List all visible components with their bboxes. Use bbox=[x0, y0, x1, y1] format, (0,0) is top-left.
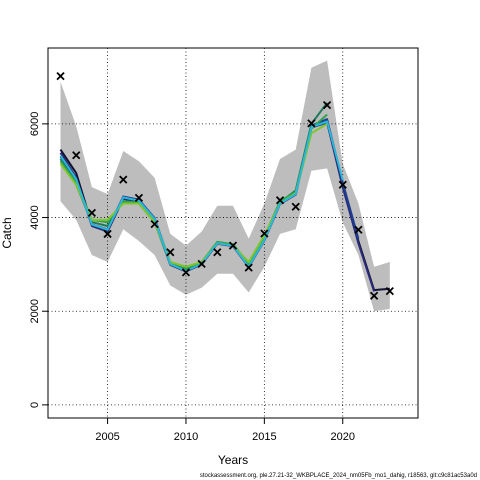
observation-point bbox=[244, 263, 253, 272]
grid-layer bbox=[48, 48, 418, 418]
y-tick-label: 0 bbox=[29, 402, 41, 408]
observation-point bbox=[197, 259, 206, 269]
footer-text: stockassessment.org, ple.27.21-32_WKBPLA… bbox=[200, 473, 477, 479]
observation-point bbox=[119, 175, 128, 184]
observation-point bbox=[338, 180, 347, 189]
y-axis-title: Catch bbox=[0, 217, 14, 248]
x-tick-label: 2005 bbox=[95, 431, 119, 443]
x-tick-label: 2015 bbox=[252, 431, 276, 443]
x-axis: 2005 2010 2015 2020 bbox=[95, 418, 355, 443]
observation-point bbox=[228, 241, 238, 250]
observation-point bbox=[369, 291, 379, 300]
observation-point bbox=[181, 268, 191, 277]
observation-point bbox=[72, 151, 81, 160]
x-tick-label: 2020 bbox=[331, 431, 355, 443]
plot-frame bbox=[47, 47, 419, 419]
y-tick-label: 4000 bbox=[29, 205, 41, 229]
observation-point bbox=[291, 202, 300, 211]
y-tick-label: 6000 bbox=[29, 112, 41, 136]
confidence-band bbox=[60, 60, 390, 312]
observation-point bbox=[103, 229, 112, 239]
y-tick-label: 2000 bbox=[29, 299, 41, 323]
confidence-band-layer bbox=[60, 60, 390, 312]
observation-point bbox=[260, 229, 269, 238]
x-axis-title: Years bbox=[218, 453, 248, 467]
x-tick-label: 2010 bbox=[174, 431, 198, 443]
observation-layer bbox=[56, 71, 394, 300]
observation-point bbox=[385, 286, 394, 296]
observation-point bbox=[134, 193, 144, 203]
observation-point bbox=[354, 225, 363, 234]
observation-point bbox=[213, 248, 222, 257]
observation-point bbox=[150, 219, 159, 229]
observation-point bbox=[307, 119, 316, 128]
observation-point bbox=[275, 196, 285, 205]
observation-point bbox=[166, 248, 175, 257]
observation-point bbox=[56, 71, 65, 81]
y-axis: 0 2000 4000 6000 bbox=[29, 112, 48, 408]
observation-point bbox=[87, 208, 97, 217]
observation-point bbox=[322, 101, 332, 110]
